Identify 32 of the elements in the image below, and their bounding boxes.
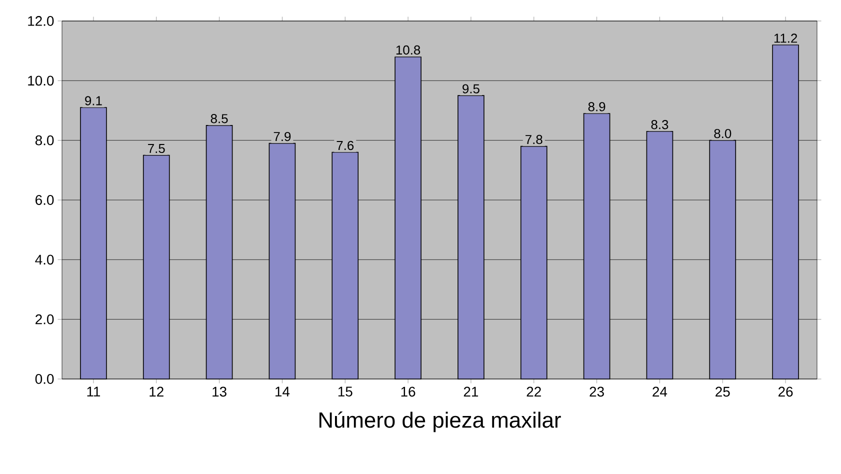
x-tick-label: 12 — [150, 386, 164, 397]
y-tick-label: 6.0 — [36, 195, 54, 205]
data-label: 7.9 — [274, 132, 291, 142]
x-tick-label: 15 — [338, 386, 352, 397]
x-tick-label: 14 — [276, 386, 290, 396]
x-tick-label: 23 — [590, 386, 604, 397]
x-tick-label: 25 — [716, 386, 730, 397]
data-label: 8.5 — [210, 114, 228, 124]
x-tick-label: 16 — [401, 386, 416, 397]
data-label: 10.8 — [396, 45, 420, 55]
data-label: 9.1 — [85, 96, 102, 106]
y-tick-label: 4.0 — [35, 254, 54, 265]
x-tick-label: 13 — [212, 386, 226, 397]
y-tick-label: 8.0 — [35, 135, 54, 146]
x-tick-label: 22 — [526, 386, 541, 397]
y-tick-label: 12.0 — [28, 16, 54, 26]
y-tick-label: 0.0 — [35, 374, 54, 384]
x-axis-title: Número de pieza maxilar — [319, 411, 561, 432]
y-tick-label: 2.0 — [36, 314, 54, 324]
data-label: 8.0 — [714, 128, 732, 138]
data-label: 7.8 — [526, 134, 542, 144]
x-tick-label: 24 — [652, 386, 668, 397]
data-label: 8.3 — [651, 120, 668, 130]
data-label: 8.9 — [588, 102, 606, 112]
data-label: 9.5 — [462, 84, 480, 94]
y-tick-label: 10.0 — [28, 76, 54, 86]
x-tick-label: 11 — [87, 386, 100, 396]
x-tick-label: 21 — [464, 386, 478, 397]
data-label: 7.6 — [336, 140, 354, 150]
data-label: 11.2 — [774, 34, 798, 43]
x-tick-label: 26 — [778, 386, 793, 397]
data-label: 7.5 — [148, 144, 165, 154]
